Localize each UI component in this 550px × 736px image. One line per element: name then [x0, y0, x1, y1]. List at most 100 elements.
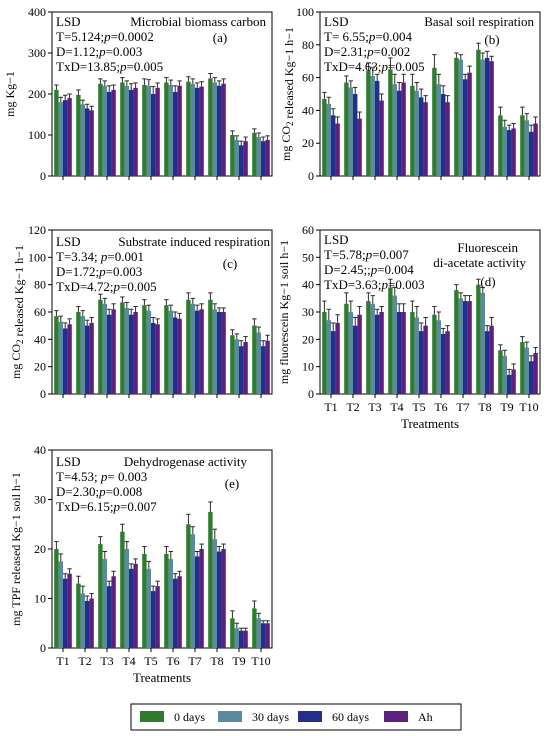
bar-a-T4-4	[133, 87, 138, 176]
bar-a-T10-2	[256, 137, 261, 176]
bar-b-T9-2	[502, 126, 507, 176]
y-tick-label: 40	[34, 443, 46, 457]
bar-a-T5-1	[142, 84, 147, 176]
bar-b-T7-4	[467, 72, 472, 176]
bar-b-T3-3	[375, 80, 380, 176]
bar-c-T1-2	[58, 321, 63, 394]
y-tick-label: 20	[34, 542, 46, 556]
x-tick-label: T6	[166, 654, 179, 668]
y-tick-label: 200	[28, 87, 46, 101]
legend-label: Ah	[418, 710, 433, 724]
y-tick-label: 300	[28, 46, 46, 60]
bar-d-T9-4	[511, 369, 516, 394]
bar-d-T3-2	[370, 303, 375, 394]
bar-e-T10-3	[261, 623, 266, 648]
bar-a-T7-2	[190, 83, 195, 176]
bar-d-T1-4	[335, 322, 340, 394]
x-tick-label: T1	[56, 654, 69, 668]
bar-c-T9-4	[243, 342, 248, 394]
bar-c-T4-3	[129, 314, 134, 394]
bar-d-T8-1	[476, 284, 481, 394]
x-tick-label: T10	[251, 654, 270, 668]
bar-b-T6-1	[432, 67, 437, 176]
lsd-stat-line: LSD	[56, 234, 81, 249]
bar-c-T1-1	[54, 316, 59, 394]
bar-e-T1-1	[54, 549, 59, 648]
bar-a-T7-3	[195, 87, 200, 176]
y-tick-label: 30	[34, 493, 46, 507]
bar-a-T4-1	[120, 82, 125, 176]
bar-c-T4-4	[133, 312, 138, 394]
x-tick-label: T6	[434, 400, 447, 414]
bar-a-T3-4	[111, 89, 116, 176]
x-tick-label: T5	[144, 654, 157, 668]
bar-b-T1-2	[326, 103, 331, 176]
bar-e-T3-4	[111, 576, 116, 648]
bar-e-T6-1	[164, 553, 169, 648]
lsd-stat-line: D=1.72;p=0.003	[56, 264, 142, 279]
bar-b-T4-3	[397, 90, 402, 176]
bar-c-T10-2	[256, 332, 261, 394]
bar-a-T8-2	[212, 82, 217, 176]
bar-e-T1-3	[63, 578, 68, 648]
bar-e-T4-3	[129, 568, 134, 648]
x-tick-label: T9	[500, 400, 513, 414]
y-tick-label: 10	[302, 360, 314, 374]
bar-c-T5-4	[155, 324, 160, 394]
bar-a-T9-1	[230, 135, 235, 176]
panel-label: (d)	[480, 274, 495, 289]
bar-a-T10-3	[261, 141, 266, 176]
bar-e-T9-1	[230, 618, 235, 648]
bar-d-T2-3	[353, 325, 358, 394]
lsd-stat-line: T=4.53; p= 0.003	[56, 469, 147, 484]
bar-b-T10-4	[533, 123, 538, 176]
panel-title: Dehydrogenase activity	[124, 454, 248, 469]
bar-b-T8-1	[476, 49, 481, 176]
bar-e-T9-4	[243, 630, 248, 648]
bar-d-T10-1	[520, 342, 525, 394]
bar-c-T3-3	[107, 314, 112, 394]
bar-a-T4-2	[124, 85, 129, 176]
lsd-stat-line: T= 6.55;p=0.004	[324, 29, 412, 44]
bar-d-T7-3	[463, 301, 468, 394]
bar-d-T8-3	[485, 331, 490, 394]
bar-c-T9-3	[239, 346, 244, 394]
bar-a-T9-2	[234, 139, 239, 176]
lsd-stat-line: TxD=4.72;p=0.005	[56, 279, 157, 294]
bar-c-T7-3	[195, 310, 200, 394]
x-tick-label: T3	[100, 654, 113, 668]
bar-c-T1-4	[67, 324, 72, 394]
legend-label: 0 days	[174, 710, 205, 724]
lsd-stat-line: LSD	[56, 14, 81, 29]
bar-e-T2-4	[89, 598, 94, 648]
y-tick-label: 60	[34, 305, 46, 319]
lsd-stat-line: TxD=3.63;p=0.003	[324, 277, 425, 292]
bar-a-T8-1	[208, 78, 213, 176]
x-tick-label: T9	[232, 654, 245, 668]
bar-d-T10-4	[533, 353, 538, 394]
bar-e-T2-2	[80, 593, 85, 648]
bar-a-T5-4	[155, 87, 160, 176]
y-tick-label: 400	[28, 5, 46, 19]
bar-a-T2-4	[89, 110, 94, 176]
bar-e-T2-1	[76, 583, 81, 648]
y-tick-label: 20	[302, 136, 314, 150]
panel-label: (b)	[484, 32, 499, 47]
bar-b-T4-4	[401, 82, 406, 176]
legend-label: 60 days	[332, 710, 369, 724]
bar-c-T4-1	[120, 302, 125, 394]
bar-e-T5-1	[142, 553, 147, 648]
y-axis-label: mg fluorescein Kg−1 soil h−1	[277, 240, 291, 384]
panel-title-line2: di-acetate activity	[433, 255, 526, 270]
bar-e-T6-4	[177, 576, 182, 648]
x-tick-label: T4	[122, 654, 135, 668]
bar-b-T1-4	[335, 123, 340, 176]
bar-d-T1-2	[326, 320, 331, 394]
lsd-stat-line: LSD	[56, 454, 81, 469]
bar-c-T3-4	[111, 309, 116, 394]
bar-d-T8-2	[480, 292, 485, 394]
bar-b-T3-4	[379, 100, 384, 176]
bar-d-T9-2	[502, 355, 507, 394]
